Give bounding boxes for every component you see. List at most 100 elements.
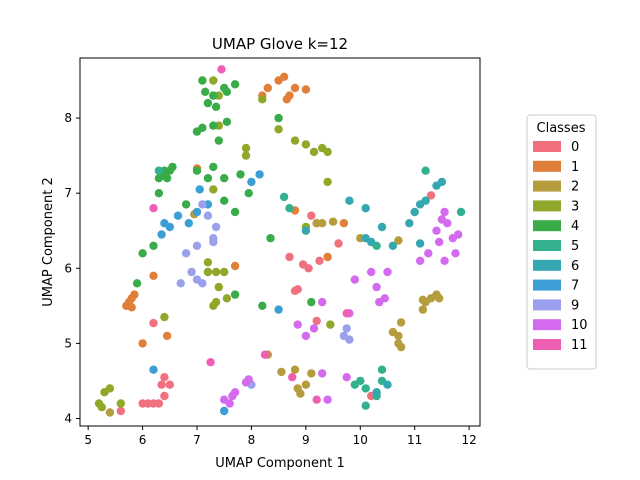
point-class-11: [312, 395, 321, 404]
point-class-4: [181, 200, 191, 209]
point-class-10: [383, 267, 392, 277]
y-tick-label: 8: [64, 111, 72, 125]
x-tick-label: 12: [461, 433, 476, 447]
point-class-10: [435, 237, 444, 247]
point-class-1: [230, 261, 240, 271]
y-tick-label: 5: [64, 336, 72, 350]
legend-swatch-9: [533, 299, 561, 311]
point-class-3: [323, 177, 332, 187]
legend-swatch-4: [533, 220, 561, 232]
point-class-5: [456, 207, 466, 217]
point-class-4: [230, 80, 240, 89]
point-class-3: [241, 143, 251, 153]
point-class-5: [356, 376, 365, 386]
point-class-4: [154, 189, 164, 198]
point-class-6: [415, 239, 425, 248]
y-tick-label: 4: [64, 411, 72, 425]
point-class-9: [209, 237, 218, 247]
point-class-11: [260, 350, 270, 359]
point-class-4: [149, 241, 158, 250]
point-class-3: [160, 312, 169, 322]
point-class-4: [220, 174, 229, 183]
point-class-4: [203, 174, 213, 183]
x-tick-label: 5: [84, 433, 92, 447]
point-class-3: [309, 147, 319, 157]
point-class-4: [211, 102, 221, 112]
point-class-3: [220, 267, 229, 277]
point-class-1: [127, 303, 136, 312]
legend-label-7: 7: [571, 279, 579, 294]
point-class-2: [290, 365, 300, 374]
point-class-4: [201, 87, 210, 97]
point-class-3: [222, 294, 232, 303]
plot-frame: [79, 57, 481, 427]
point-class-6: [405, 219, 414, 228]
point-class-0: [426, 191, 436, 200]
point-class-10: [230, 388, 240, 397]
point-class-5: [154, 166, 164, 175]
legend-swatch-10: [533, 319, 561, 331]
point-class-4: [222, 87, 232, 97]
point-class-7: [274, 305, 283, 314]
point-class-4: [209, 121, 218, 130]
point-class-6: [367, 237, 376, 247]
legend-swatch-1: [533, 160, 561, 172]
point-class-4: [244, 189, 253, 198]
point-class-11: [342, 309, 351, 318]
point-class-0: [165, 380, 174, 389]
point-class-0: [157, 380, 166, 389]
legend-label-1: 1: [571, 160, 579, 175]
point-class-6: [361, 204, 370, 213]
point-class-10: [440, 256, 449, 265]
point-class-0: [304, 264, 313, 273]
point-class-4: [274, 113, 283, 123]
legend-swatch-2: [533, 180, 561, 192]
point-class-10: [309, 324, 319, 333]
point-class-2: [277, 367, 286, 377]
point-class-1: [301, 85, 311, 94]
point-class-11: [206, 358, 215, 367]
point-class-7: [192, 207, 202, 217]
point-class-3: [203, 267, 213, 277]
legend-label-5: 5: [571, 239, 579, 254]
point-class-3: [326, 320, 335, 329]
point-class-7: [255, 170, 264, 179]
legend: Classes 0 1 2 3 4 5 6 7 9 10 11: [526, 114, 597, 370]
point-class-3: [241, 151, 251, 160]
point-class-7: [149, 365, 158, 374]
point-class-0: [285, 252, 294, 262]
point-class-9: [192, 241, 202, 250]
y-tick-label: 7: [64, 186, 72, 200]
point-class-3: [323, 147, 332, 157]
point-class-6: [345, 196, 354, 205]
point-class-4: [230, 290, 240, 299]
legend-title: Classes: [537, 121, 586, 136]
point-class-9: [198, 279, 207, 288]
x-axis-ticks: 5 6 7 8 9 10 11 12: [84, 426, 477, 447]
point-class-10: [318, 297, 327, 307]
point-class-4: [222, 117, 232, 127]
legend-swatch-5: [533, 240, 561, 251]
point-class-4: [209, 162, 218, 172]
point-class-10: [415, 256, 425, 265]
point-class-4: [236, 170, 245, 179]
point-class-9: [211, 222, 221, 232]
point-class-10: [293, 320, 302, 329]
x-tick-label: 9: [302, 433, 310, 447]
point-class-10: [380, 294, 389, 303]
point-class-2: [312, 219, 321, 228]
point-class-1: [290, 83, 300, 93]
y-axis-ticks: 4 5 6 7 8: [64, 111, 80, 425]
point-class-1: [138, 339, 147, 348]
point-class-7: [173, 211, 183, 220]
legend-swatch-0: [533, 141, 561, 152]
point-class-4: [192, 166, 202, 175]
legend-items: 0 1 2 3 4 5 6 7 9 10 11: [533, 140, 588, 353]
point-class-0: [116, 406, 126, 416]
point-class-1: [339, 219, 349, 228]
point-class-10: [350, 275, 359, 284]
point-class-2: [435, 294, 444, 303]
point-class-3: [116, 399, 126, 408]
point-class-7: [247, 177, 256, 187]
point-class-1: [282, 95, 291, 104]
